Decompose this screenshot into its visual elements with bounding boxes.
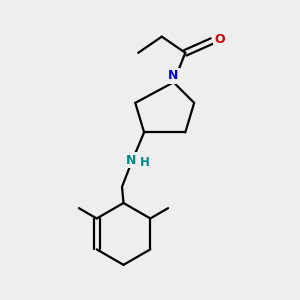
Text: H: H bbox=[140, 156, 150, 169]
Text: N: N bbox=[168, 69, 179, 82]
Text: N: N bbox=[126, 154, 136, 167]
Text: O: O bbox=[214, 33, 224, 46]
